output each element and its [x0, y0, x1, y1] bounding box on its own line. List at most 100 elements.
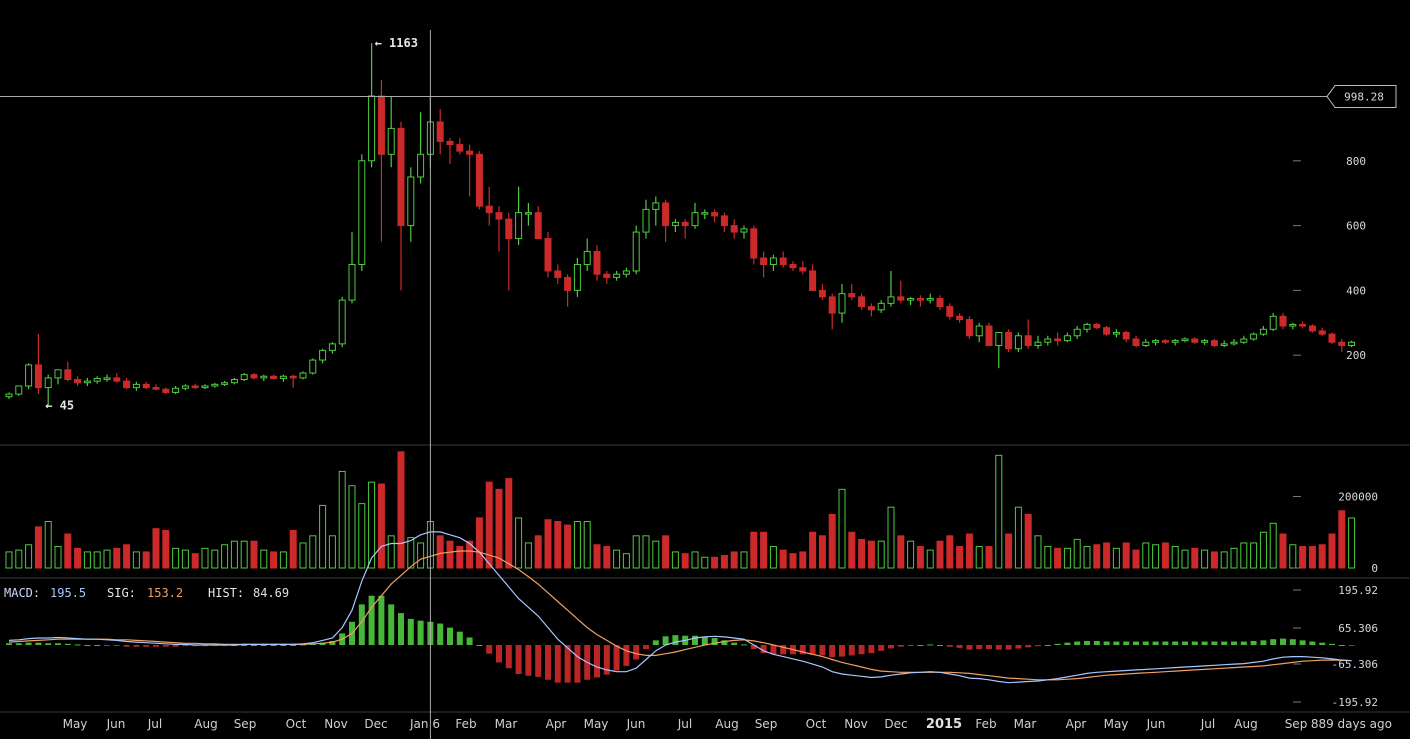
- macd-panel: MACD: 195.5 SIG: 153.2 HIST: 84.69: [4, 531, 1355, 684]
- macd-hist-bar: [447, 627, 453, 645]
- volume-bar: [34, 526, 42, 569]
- candle-body: [289, 375, 297, 379]
- macd-hist-bar: [476, 645, 483, 646]
- candle-body: [201, 385, 209, 389]
- volume-bar: [1083, 546, 1091, 569]
- macd-hist-bar: [878, 645, 885, 651]
- volume-bar: [191, 553, 199, 569]
- volume-bar: [926, 549, 934, 569]
- macd-hist-bar: [1044, 645, 1051, 646]
- macd-tick-label: -65.306: [1332, 658, 1378, 671]
- volume-bar: [524, 542, 532, 569]
- macd-hist-bar: [829, 645, 836, 658]
- macd-line: [8, 531, 1352, 684]
- candle-body: [564, 276, 572, 291]
- volume-bar: [887, 506, 895, 569]
- volume-bar: [1210, 551, 1218, 569]
- candle-body: [1142, 341, 1150, 346]
- candle-body: [534, 212, 542, 240]
- volume-bar: [279, 551, 287, 569]
- macd-hist-bar: [1231, 641, 1237, 645]
- candle-body: [368, 95, 376, 162]
- candle-body: [1240, 338, 1248, 343]
- volume-bar: [54, 546, 62, 569]
- volume-bar: [387, 535, 395, 569]
- macd-hist-bar: [104, 645, 110, 646]
- volume-bars: [5, 451, 1356, 569]
- month-label: Apr: [546, 717, 567, 731]
- candle-body: [524, 212, 532, 215]
- macd-hist-bar: [750, 645, 757, 650]
- volume-bar: [652, 540, 660, 569]
- macd-hist-bar: [1280, 638, 1286, 645]
- volume-bar: [505, 478, 513, 569]
- volume-bar: [897, 535, 905, 569]
- macd-hist-bar: [1035, 645, 1041, 647]
- macd-readout-sig-label: SIG:: [107, 586, 136, 600]
- candle-body: [642, 208, 650, 233]
- candle-body: [573, 263, 581, 291]
- month-label: Jun: [1146, 717, 1166, 731]
- candle-body: [475, 153, 483, 207]
- volume-bar: [240, 540, 248, 569]
- volume-bar: [1338, 510, 1346, 569]
- volume-bar: [769, 546, 777, 569]
- volume-bar: [152, 528, 160, 569]
- volume-bar: [1112, 547, 1120, 569]
- macd-hist-bar: [623, 645, 630, 666]
- macd-hist-bar: [995, 645, 1002, 650]
- macd-hist-bar: [741, 644, 747, 646]
- candle-body: [221, 382, 229, 385]
- volume-bar: [1171, 546, 1179, 569]
- volume-bar: [573, 521, 581, 569]
- macd-hist-bar: [378, 595, 385, 645]
- macd-hist-bar: [1113, 641, 1120, 645]
- volume-bar: [1220, 551, 1228, 569]
- volume-bar: [1103, 542, 1111, 569]
- macd-hist-bar: [1142, 641, 1149, 645]
- volume-bar: [838, 488, 846, 569]
- candle-body: [1054, 338, 1062, 342]
- chart-frame: [0, 444, 1410, 713]
- candle-body: [1044, 338, 1052, 343]
- volume-bar: [975, 546, 983, 569]
- volume-bar: [691, 551, 699, 569]
- macd-hist-bar: [721, 640, 728, 645]
- macd-hist-bar: [956, 645, 963, 648]
- volume-bar: [1259, 531, 1267, 569]
- volume-bar: [1142, 542, 1150, 569]
- candle-body: [270, 375, 278, 380]
- candle-body: [485, 205, 493, 214]
- macd-hist-bar: [1270, 639, 1277, 645]
- macd-hist-bar: [897, 645, 904, 647]
- macd-hist-bar: [456, 631, 463, 645]
- macd-hist-bar: [1260, 640, 1267, 645]
- macd-tick-label: -195.92: [1332, 696, 1378, 709]
- candle-body: [1083, 323, 1091, 330]
- volume-bar: [250, 540, 258, 569]
- macd-hist-bar: [407, 618, 414, 645]
- macd-hist-bar: [1221, 641, 1228, 645]
- candle-body: [662, 202, 670, 227]
- macd-hist-bar: [672, 635, 679, 645]
- volume-bar: [319, 504, 327, 569]
- volume-bar: [789, 553, 797, 569]
- month-label: Jun: [106, 717, 126, 731]
- macd-hist-bar: [64, 643, 71, 645]
- volume-bar: [877, 540, 885, 569]
- macd-hist-bar: [819, 645, 826, 656]
- volume-bar: [1073, 538, 1081, 569]
- volume-bar: [74, 547, 82, 569]
- macd-hist-bar: [1319, 642, 1326, 645]
- month-label: Mar: [495, 717, 518, 731]
- candle-body: [809, 270, 817, 291]
- macd-hist-bar: [35, 642, 42, 645]
- candle-body: [1181, 338, 1189, 342]
- macd-hist-bar: [1162, 641, 1169, 645]
- volume-bar: [1034, 535, 1042, 569]
- volume-bar: [456, 546, 464, 569]
- volume-bar: [368, 481, 376, 569]
- volume-bar: [662, 535, 670, 569]
- candle-body: [593, 251, 601, 275]
